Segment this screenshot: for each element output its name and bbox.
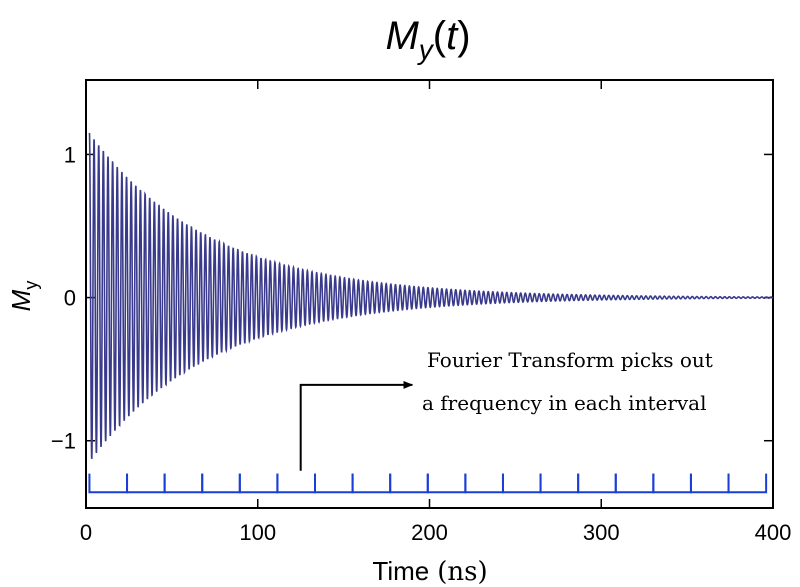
- interval-bracket-11: [501, 473, 542, 494]
- interval-bracket-0: [88, 473, 129, 494]
- interval-bracket-12: [539, 473, 580, 494]
- interval-bracket-6: [314, 473, 354, 494]
- interval-bracket-13: [577, 473, 617, 494]
- y-tick-label-1: 0: [64, 286, 76, 311]
- interval-bracket-5: [276, 473, 316, 494]
- interval-bracket-10: [464, 473, 504, 494]
- x-tick-label-4: 400: [755, 520, 792, 545]
- title-var: t: [446, 14, 459, 58]
- y-tick-label-2: 1: [64, 142, 76, 167]
- interval-bracket-15: [652, 473, 692, 494]
- interval-bracket-9: [426, 473, 467, 494]
- x-axis-title: Time (ns): [372, 556, 487, 587]
- y-tick-label-0: −1: [51, 429, 76, 454]
- title-sub: y: [417, 34, 435, 65]
- axis-ticks: 0 100 200 300 400 −1 0 1: [51, 80, 791, 545]
- interval-bracket-1: [126, 473, 166, 494]
- y-axis-title-sub: y: [21, 281, 41, 290]
- x-tick-label-1: 100: [239, 520, 276, 545]
- interval-bracket-3: [201, 473, 241, 494]
- interval-bracket-2: [163, 473, 204, 494]
- interval-bracket-14: [614, 473, 655, 494]
- annotation-text-line-2: a frequency in each interval: [422, 391, 707, 415]
- series-line-my: [88, 132, 774, 459]
- title-paren-close: ): [457, 14, 470, 58]
- x-tick-label-0: 0: [80, 520, 92, 545]
- annotation-text-line-1: Fourier Transform picks out: [427, 348, 713, 372]
- x-tick-label-3: 300: [583, 520, 620, 545]
- x-axis-title-unit: (ns): [437, 557, 487, 587]
- interval-markers: [88, 473, 768, 494]
- y-axis-title: My: [6, 281, 41, 312]
- interval-bracket-7: [351, 473, 392, 494]
- y-axis-title-main: M: [6, 289, 36, 311]
- interval-bracket-17: [727, 473, 768, 494]
- x-axis-title-text: Time: [372, 556, 429, 586]
- interval-bracket-4: [238, 473, 279, 494]
- interval-bracket-16: [689, 473, 730, 494]
- x-tick-label-2: 200: [411, 520, 448, 545]
- title-paren-open: (: [433, 14, 447, 58]
- chart-title: My(t): [385, 14, 470, 65]
- title-main: M: [385, 14, 419, 58]
- annotation-arrow: [299, 380, 414, 471]
- interval-bracket-8: [389, 473, 429, 494]
